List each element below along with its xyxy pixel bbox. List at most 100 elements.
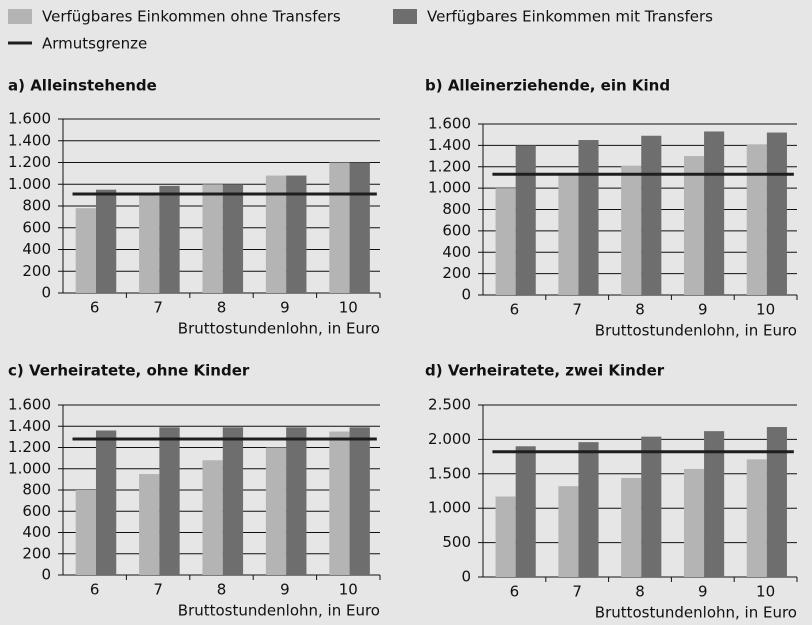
legend-label: Armutsgrenze: [42, 35, 147, 53]
bar: [515, 145, 536, 295]
y-tick-label: 0: [461, 568, 471, 586]
y-tick-label: 0: [41, 284, 51, 302]
y-tick-label: 1.400: [428, 136, 471, 154]
bar: [495, 496, 516, 577]
bar: [95, 189, 117, 293]
panel-title: b) Alleinerziehende, ein Kind: [425, 77, 670, 95]
x-tick-label: 6: [90, 299, 100, 317]
x-tick-label: 6: [510, 301, 520, 319]
y-tick-label: 800: [442, 200, 471, 218]
bar: [621, 165, 642, 295]
x-tick-label: 9: [280, 581, 290, 599]
bar: [746, 459, 767, 577]
bar: [766, 427, 787, 577]
bar: [265, 447, 287, 575]
x-tick-label: 10: [756, 583, 775, 601]
y-tick-label: 400: [22, 240, 51, 258]
x-tick-label: 9: [698, 583, 708, 601]
bar: [704, 131, 725, 295]
panel-title: a) Alleinstehende: [8, 77, 157, 95]
legend-swatch: [393, 9, 417, 24]
x-tick-label: 9: [698, 301, 708, 319]
y-tick-label: 1.400: [8, 417, 51, 435]
bar: [329, 431, 350, 575]
y-tick-label: 1.200: [428, 157, 471, 175]
x-tick-label: 9: [280, 299, 290, 317]
y-tick-label: 1.000: [8, 459, 51, 477]
bar: [766, 132, 787, 295]
bar: [349, 427, 370, 575]
y-tick-label: 800: [22, 481, 51, 499]
x-tick-label: 7: [572, 301, 582, 319]
bar: [349, 162, 370, 293]
bar: [746, 144, 767, 295]
panel-title: c) Verheiratete, ohne Kinder: [8, 362, 250, 380]
bar: [621, 477, 642, 577]
y-tick-label: 1.600: [428, 115, 471, 133]
y-tick-label: 800: [22, 197, 51, 215]
bar: [578, 140, 599, 295]
panel-title: d) Verheiratete, zwei Kinder: [425, 362, 665, 380]
x-tick-label: 7: [572, 583, 582, 601]
y-tick-label: 600: [442, 221, 471, 239]
bar: [286, 175, 307, 293]
y-tick-label: 0: [41, 566, 51, 584]
y-tick-label: 2.000: [428, 430, 471, 448]
bar: [558, 175, 579, 295]
bar: [159, 185, 180, 293]
x-tick-label: 8: [217, 581, 227, 599]
y-tick-label: 1.600: [8, 110, 51, 128]
y-tick-label: 1.500: [428, 464, 471, 482]
y-tick-label: 600: [22, 502, 51, 520]
bar: [159, 427, 180, 575]
bar: [329, 162, 350, 293]
y-tick-label: 200: [22, 544, 51, 562]
legend-label: Verfügbares Einkommen mit Transfers: [427, 8, 713, 26]
x-tick-label: 10: [339, 581, 358, 599]
y-tick-label: 1.400: [8, 131, 51, 149]
bar: [641, 436, 662, 577]
legend-label: Verfügbares Einkommen ohne Transfers: [42, 8, 341, 26]
bar: [558, 486, 579, 577]
bar: [75, 208, 96, 293]
bar: [222, 427, 244, 575]
bar: [704, 431, 725, 577]
y-tick-label: 400: [442, 243, 471, 261]
y-tick-label: 1.200: [8, 153, 51, 171]
y-tick-label: 200: [22, 262, 51, 280]
x-axis-label: Bruttostundenlohn, in Euro: [595, 604, 797, 622]
y-tick-label: 0: [461, 286, 471, 304]
x-tick-label: 6: [510, 583, 520, 601]
bar: [683, 468, 705, 577]
legend-swatch: [8, 9, 32, 24]
y-tick-label: 1.000: [8, 175, 51, 193]
bar: [495, 188, 516, 295]
bar: [222, 184, 244, 293]
bar: [95, 430, 117, 575]
y-tick-label: 2.500: [428, 396, 471, 414]
bar: [265, 175, 287, 293]
bar: [641, 135, 662, 295]
x-tick-label: 7: [153, 581, 163, 599]
y-tick-label: 600: [22, 218, 51, 236]
x-tick-label: 10: [339, 299, 358, 317]
x-axis-label: Bruttostundenlohn, in Euro: [178, 602, 380, 620]
x-tick-label: 10: [756, 301, 775, 319]
bar: [75, 490, 96, 575]
y-tick-label: 1.000: [428, 179, 471, 197]
y-tick-label: 1.200: [8, 438, 51, 456]
x-tick-label: 8: [635, 301, 645, 319]
x-axis-label: Bruttostundenlohn, in Euro: [595, 322, 797, 340]
bar: [202, 460, 223, 575]
bar: [139, 192, 160, 293]
x-axis-label: Bruttostundenlohn, in Euro: [178, 320, 380, 338]
y-tick-label: 500: [442, 533, 471, 551]
bar: [683, 156, 705, 295]
bar: [139, 474, 160, 575]
x-tick-label: 7: [153, 299, 163, 317]
bar: [286, 427, 307, 575]
y-tick-label: 200: [442, 264, 471, 282]
x-tick-label: 8: [635, 583, 645, 601]
y-tick-label: 400: [22, 523, 51, 541]
y-tick-label: 1.000: [428, 499, 471, 517]
